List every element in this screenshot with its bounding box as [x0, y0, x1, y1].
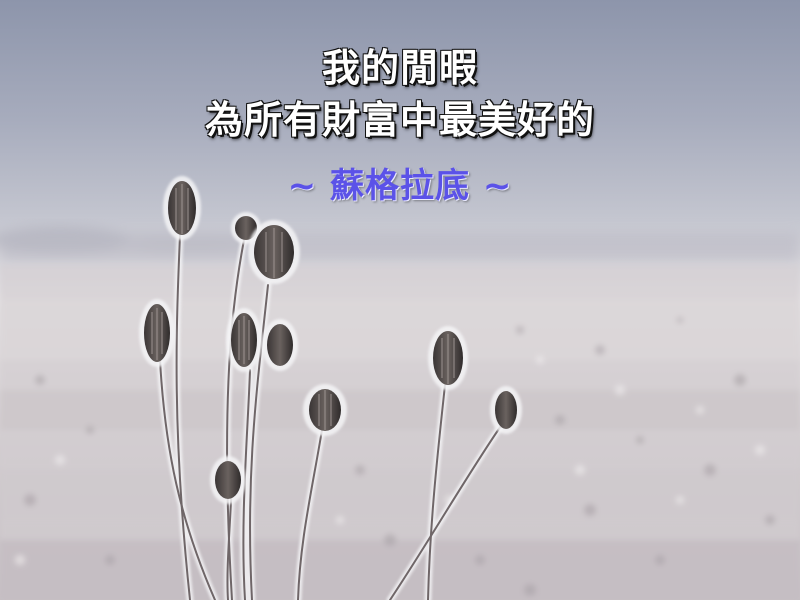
seed-pod: [210, 456, 246, 504]
seed-pod: [139, 299, 175, 367]
seed-pod: [248, 220, 300, 284]
seed-pods: [139, 176, 522, 504]
quote-attribution: ~ 蘇格拉底 ~: [287, 166, 513, 206]
frosted-field: [0, 265, 800, 600]
seed-pod: [262, 319, 298, 371]
frosted-stems: [156, 231, 509, 600]
seed-pod: [303, 384, 347, 436]
quote-line-2: 為所有財富中最美好的: [204, 98, 595, 142]
seed-pod: [226, 308, 262, 372]
seed-pod: [163, 176, 201, 240]
seed-pod: [428, 326, 468, 390]
distant-treeline: [0, 226, 800, 262]
seed-pod: [490, 386, 522, 434]
quote-line-1: 我的閒暇: [321, 46, 478, 90]
